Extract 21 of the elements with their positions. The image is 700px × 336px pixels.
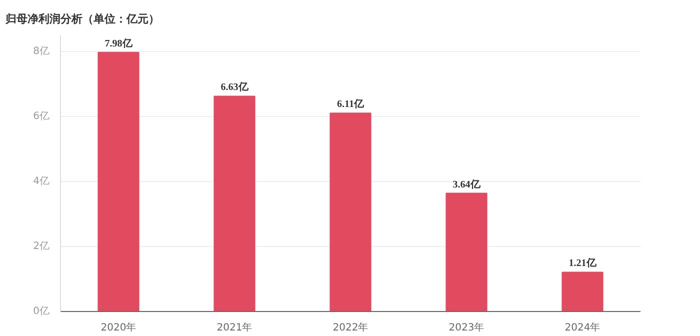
bar xyxy=(98,52,140,312)
x-tick-label: 2023年 xyxy=(448,322,484,334)
bar xyxy=(214,96,256,312)
y-tick-label: 4亿 xyxy=(33,176,50,188)
y-tick-label: 0亿 xyxy=(33,306,50,317)
data-label: 6.63亿 xyxy=(220,81,250,94)
chart-title: 归母净利润分析（单位：亿元） xyxy=(4,12,160,26)
y-tick-label: 2亿 xyxy=(33,241,50,252)
bar xyxy=(446,192,488,312)
x-tick-label: 2021年 xyxy=(216,322,252,334)
bar xyxy=(330,112,372,312)
x-tick-label: 2022年 xyxy=(332,322,368,334)
bar xyxy=(562,272,604,312)
x-tick-label: 2020年 xyxy=(100,322,136,334)
data-label: 3.64亿 xyxy=(452,178,482,190)
data-label: 6.11亿 xyxy=(337,98,365,110)
y-tick-label: 8亿 xyxy=(33,46,50,58)
data-label: 1.21亿 xyxy=(568,257,598,270)
data-label: 7.98亿 xyxy=(104,37,134,50)
x-tick-label: 2024年 xyxy=(564,322,600,334)
y-tick-label: 6亿 xyxy=(33,111,50,122)
